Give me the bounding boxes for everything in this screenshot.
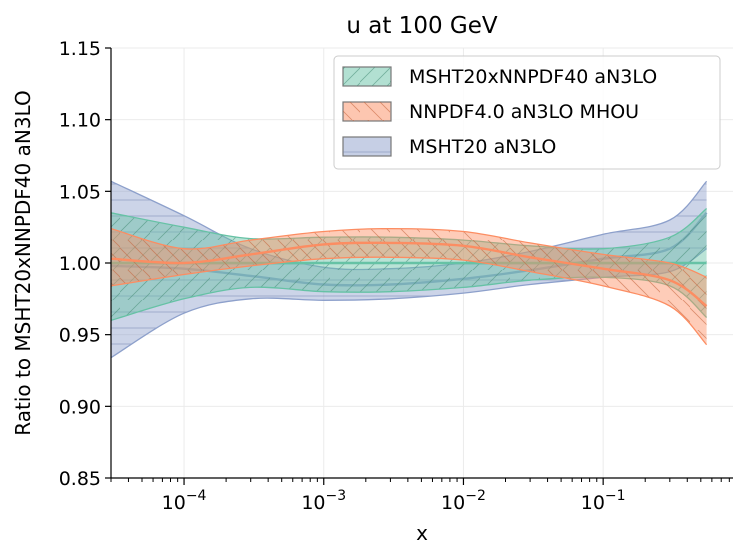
y-tick-label: 1.15: [59, 38, 101, 60]
legend-hatch-msht20xnnpdf40: [343, 67, 391, 86]
band-hatch-1: [111, 228, 707, 345]
legend-frame: [333, 55, 721, 170]
y-tick-label: 1.00: [59, 253, 101, 275]
legend-entry: MSHT20xNNPDF40 aN3LO: [342, 66, 657, 88]
legend-entry: NNPDF4.0 aN3LO MHOU: [342, 101, 639, 123]
legend-label: MSHT20 aN3LO: [409, 136, 556, 158]
x-ticks: 10−4 10−3 10−2 10−1: [110, 478, 730, 514]
band-lower-edge-1: [111, 256, 708, 346]
legend-label: NNPDF4.0 aN3LO MHOU: [409, 101, 639, 123]
x-axis-label: x: [416, 521, 428, 545]
y-tick-label: 0.90: [59, 396, 101, 418]
y-tick-label: 1.05: [59, 181, 101, 203]
legend-entry: MSHT20 aN3LO: [342, 136, 556, 158]
x-tick-label: 10−3: [301, 488, 346, 514]
plot-area: [111, 180, 708, 359]
central-line-1: [111, 241, 708, 307]
y-tick-label: 0.85: [59, 468, 101, 490]
y-ticks: 0.85 0.90 0.95 1.00 1.05 1.10 1.15: [59, 38, 111, 490]
band-upper-edge-1: [111, 227, 707, 278]
legend-hatch-nnpdf40: [343, 102, 391, 121]
x-tick-label: 10−4: [162, 488, 207, 514]
y-axis-label: Ratio to MSHT20xNNPDF40 aN3LO: [11, 90, 35, 435]
x-tick-label: 10−1: [581, 488, 626, 514]
y-tick-label: 0.95: [59, 325, 101, 347]
chart-title: u at 100 GeV: [346, 13, 497, 39]
legend-label: MSHT20xNNPDF40 aN3LO: [409, 66, 657, 88]
y-tick-label: 1.10: [59, 110, 101, 132]
legend: MSHT20xNNPDF40 aN3LO NNPDF4.0 aN3LO MHOU…: [333, 55, 721, 170]
legend-hatch-msht20: [343, 137, 391, 156]
band-hatch-0: [111, 208, 707, 321]
x-tick-label: 10−2: [441, 488, 486, 514]
